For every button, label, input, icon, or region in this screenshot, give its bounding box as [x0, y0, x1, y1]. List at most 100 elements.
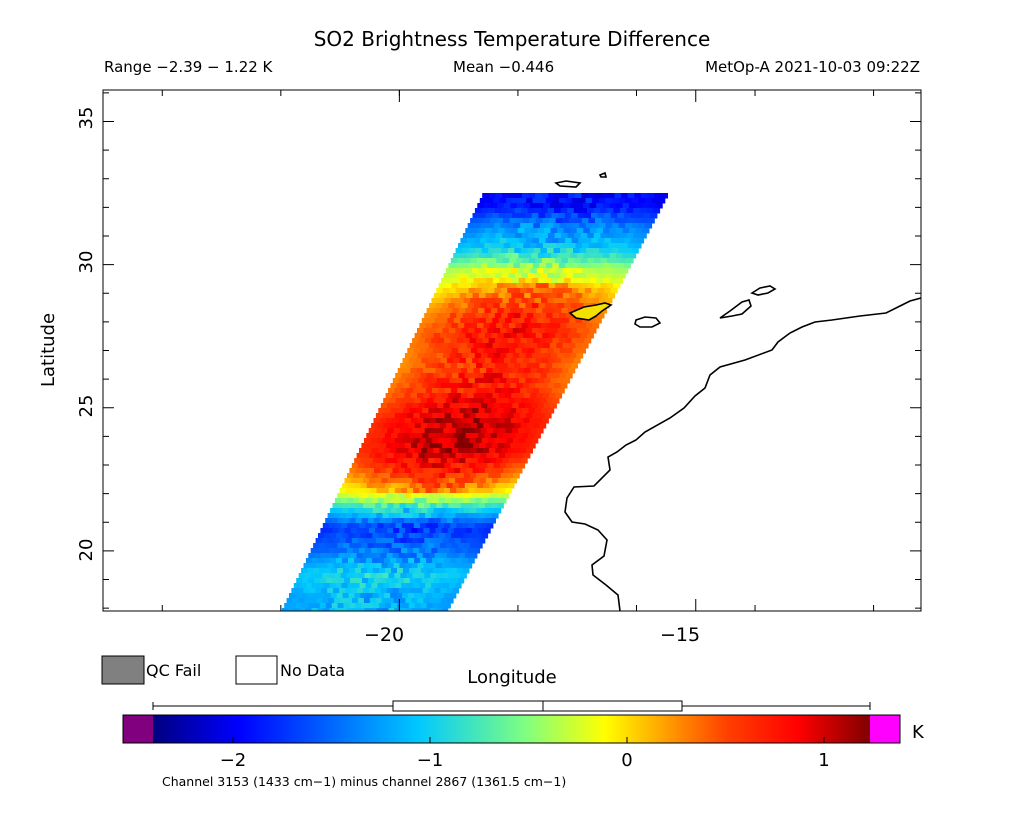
swath-cell: [525, 378, 533, 384]
swath-cell: [462, 428, 469, 434]
swath-cell: [349, 568, 356, 574]
swath-cell: [466, 468, 474, 474]
swath-cell: [499, 403, 507, 409]
swath-cell: [370, 538, 377, 544]
swath-cell: [446, 518, 454, 524]
swath-cell: [402, 533, 410, 539]
swath-cell: [560, 208, 568, 214]
swath-cell: [426, 533, 434, 539]
swath-cell: [623, 238, 631, 244]
swath-cell: [518, 278, 526, 284]
swath-cell: [324, 593, 332, 599]
swath-cell: [482, 233, 490, 239]
swath-cell: [597, 288, 605, 294]
swath-cell: [511, 253, 519, 259]
swath-cell: [551, 388, 559, 394]
swath-cell: [397, 508, 404, 514]
swath-cell: [544, 413, 552, 419]
swath-cell: [447, 528, 455, 534]
swath-cell: [510, 418, 518, 424]
swath-cell: [357, 598, 365, 604]
swath-cell: [386, 518, 393, 524]
swath-cell: [639, 233, 647, 239]
swath-cell: [584, 288, 592, 294]
swath-cell: [372, 508, 380, 514]
swath-cell: [514, 423, 522, 429]
swath-cell: [396, 593, 403, 599]
swath-cell: [440, 588, 447, 594]
swath-cell: [490, 348, 497, 354]
swath-cell: [449, 378, 457, 384]
swath-cell: [397, 408, 404, 414]
swath-cell: [548, 308, 556, 314]
swath-cell: [397, 578, 405, 584]
swath-cell: [353, 523, 360, 529]
swath-cell: [491, 228, 499, 234]
swath-cell: [492, 393, 500, 399]
swath-cell: [333, 513, 341, 519]
swath-cell: [588, 318, 596, 324]
swath-cell: [484, 468, 492, 474]
swath-cell: [600, 233, 608, 239]
swath-cell: [393, 563, 401, 569]
swath-cell: [498, 368, 506, 374]
swath-cell: [579, 298, 587, 304]
swath-cell: [437, 593, 445, 599]
swath-cell: [452, 553, 460, 559]
swath-cell: [440, 358, 448, 364]
swath-cell: [519, 438, 526, 444]
swath-cell: [347, 608, 354, 611]
swath-cell: [457, 363, 464, 369]
swath-cell: [401, 463, 408, 469]
swath-cell: [455, 478, 462, 484]
swath-cell: [462, 488, 469, 494]
swath-cell: [489, 518, 496, 524]
swath-cell: [546, 373, 554, 379]
swath-cell: [397, 603, 404, 609]
swath-cell: [457, 258, 465, 264]
swath-cell: [366, 533, 374, 539]
swath-cell: [454, 303, 462, 309]
swath-cell: [475, 338, 483, 344]
swath-cell: [412, 453, 420, 459]
swath-cell: [425, 463, 433, 469]
swath-cell: [376, 608, 384, 611]
swath-cell: [365, 548, 372, 554]
swath-cell: [511, 393, 519, 399]
swath-cell: [414, 473, 422, 479]
swath-cell: [565, 338, 573, 344]
swath-cell: [469, 363, 477, 369]
swath-cell: [420, 333, 428, 339]
swath-cell: [478, 333, 486, 339]
swath-cell: [425, 548, 432, 554]
swath-cell: [432, 463, 439, 469]
swath-cell: [458, 423, 466, 429]
swath-cell: [408, 398, 416, 404]
swath-cell: [626, 233, 634, 239]
swath-cell: [518, 343, 525, 349]
swath-cell: [506, 353, 514, 359]
swath-cell: [399, 478, 407, 484]
swath-cell: [438, 363, 445, 369]
swath-cell: [507, 248, 515, 254]
swath-cell: [583, 228, 591, 234]
swath-cell: [488, 288, 496, 294]
swath-cell: [403, 578, 411, 584]
swath-cell: [465, 528, 473, 534]
swath-cell: [492, 253, 500, 259]
swath-cell: [557, 328, 565, 334]
swath-cell: [553, 223, 561, 229]
swath-cell: [372, 558, 379, 564]
swath-cell: [524, 343, 532, 349]
swath-cell: [488, 208, 496, 214]
swath-cell: [419, 583, 426, 589]
swath-cell: [438, 463, 445, 469]
swath-cell: [447, 598, 454, 604]
swath-cell: [484, 408, 492, 414]
swath-cell: [552, 198, 560, 204]
swath-cell: [463, 388, 471, 394]
swath-cell: [604, 238, 612, 244]
swath-cell: [434, 588, 442, 594]
swath-cell: [374, 468, 381, 474]
swath-cell: [352, 513, 359, 519]
